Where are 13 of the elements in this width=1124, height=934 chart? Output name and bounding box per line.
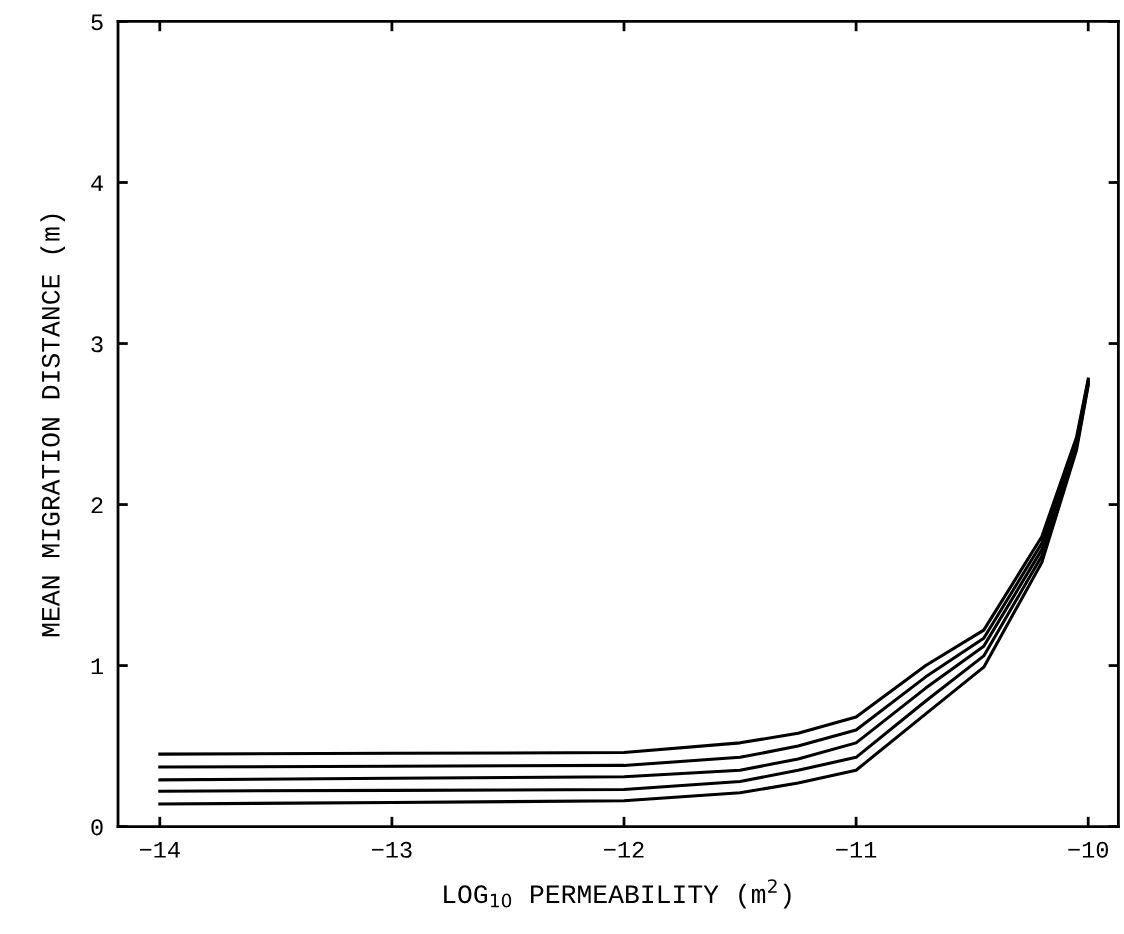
x-tick-label: −13 <box>372 841 412 858</box>
y-tick-label: 1 <box>91 658 103 675</box>
x-tick-label: −10 <box>1068 841 1109 858</box>
y-tick-label: 2 <box>91 497 103 514</box>
y-tick-label: 0 <box>91 819 103 836</box>
y-tick-label: 4 <box>91 175 103 192</box>
y-tick-label: 5 <box>91 14 103 31</box>
x-tick-label: −12 <box>604 841 644 858</box>
x-axis-title: LOG$_{10}$ PERMEABILITY (m$^{2}$) <box>444 879 791 909</box>
y-axis-title: MEAN MIGRATION DISTANCE (m) <box>40 214 65 637</box>
x-tick-label: −14 <box>139 842 180 858</box>
x-tick-label: −11 <box>836 842 877 858</box>
y-tick-label: 3 <box>91 336 103 353</box>
